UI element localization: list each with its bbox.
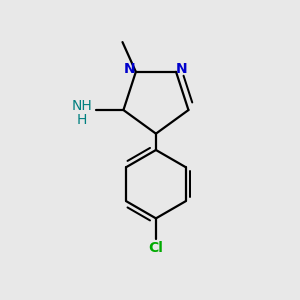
Text: N: N: [124, 62, 136, 76]
Text: Cl: Cl: [148, 241, 164, 255]
Text: N: N: [176, 62, 188, 76]
Text: H: H: [76, 112, 87, 127]
Text: NH: NH: [71, 100, 92, 113]
